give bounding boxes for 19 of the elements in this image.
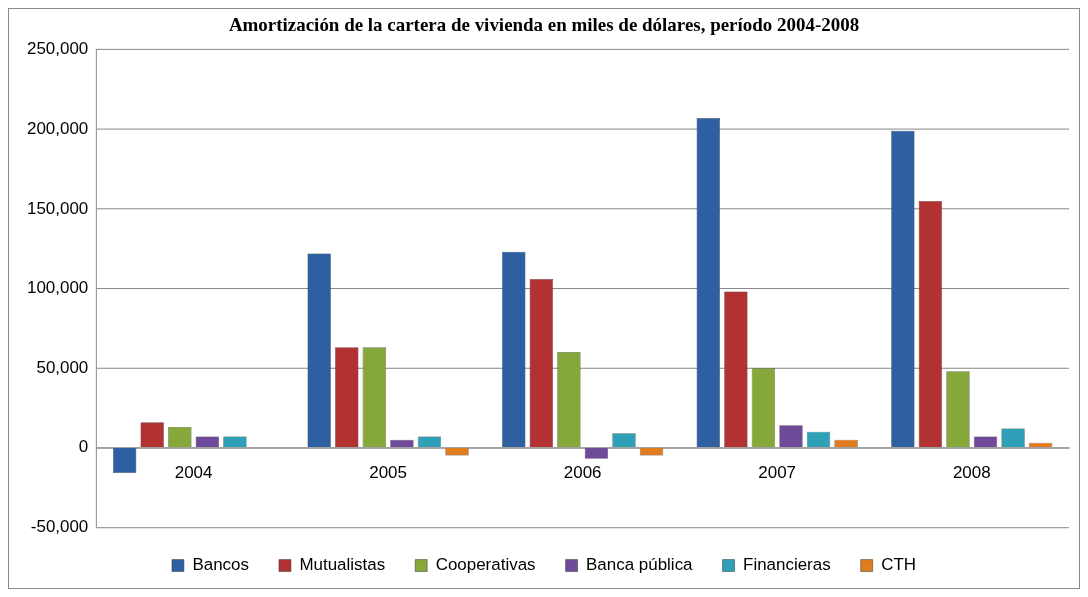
- y-tick-label: 250,000: [27, 39, 89, 59]
- x-tick-label: 2004: [174, 463, 213, 483]
- x-tick-label: 2007: [758, 463, 797, 483]
- x-tick-label: 2006: [563, 463, 602, 483]
- legend-label: Cooperativas: [435, 555, 536, 575]
- y-tick-label: 0: [78, 437, 89, 457]
- legend-label: Bancos: [192, 555, 249, 575]
- y-tick-label: 50,000: [36, 357, 89, 377]
- x-tick-label: 2005: [369, 463, 407, 483]
- y-tick-label: 150,000: [27, 198, 89, 218]
- legend-label: CTH: [881, 555, 916, 575]
- y-tick-label: -50,000: [30, 516, 89, 536]
- y-tick-label: 200,000: [27, 118, 89, 138]
- chart-title: Amortización de la cartera de vivienda en miles de dólares, período 2004-2008: [228, 14, 860, 36]
- y-tick-label: 100,000: [27, 278, 89, 298]
- legend-label: Financieras: [743, 555, 831, 575]
- legend-label: Mutualistas: [299, 555, 386, 575]
- legend-label: Banca pública: [586, 555, 694, 575]
- x-tick-label: 2008: [952, 463, 991, 483]
